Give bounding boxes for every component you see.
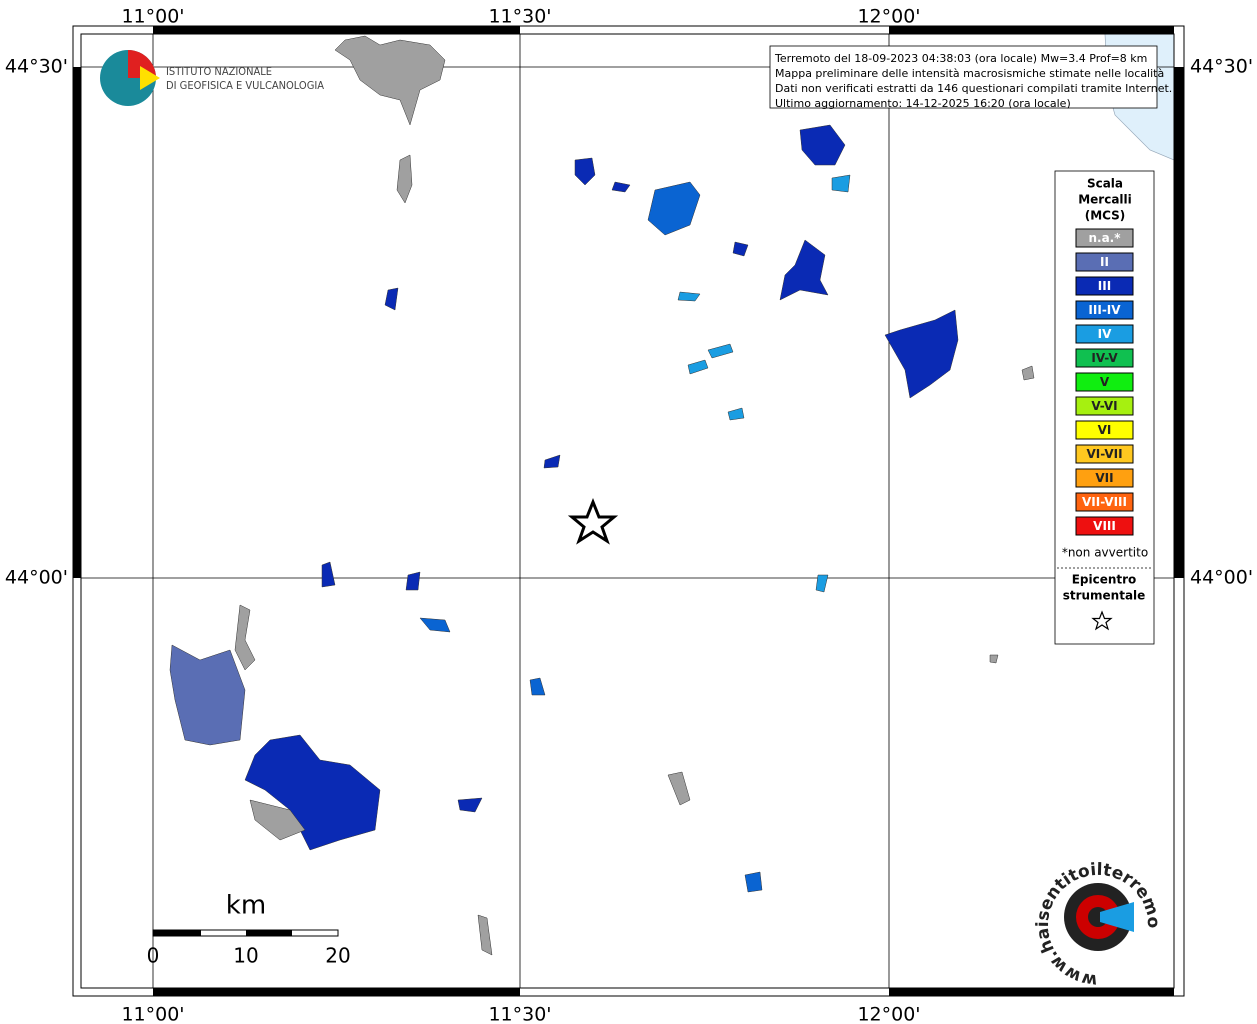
legend-label: IV-V	[1091, 351, 1118, 365]
frame-bar	[153, 26, 520, 34]
legend-swatch	[1075, 372, 1134, 392]
legend-swatch	[1075, 300, 1134, 320]
info-line: Terremoto del 18-09-2023 04:38:03 (ora l…	[774, 52, 1147, 65]
logo-globe	[128, 50, 156, 78]
legend: ScalaMercalli(MCS)n.a.*IIIIIIII-IVIVIV-V…	[1057, 177, 1152, 631]
info-line: Ultimo aggiornamento: 14-12-2025 16:20 (…	[775, 97, 1071, 110]
legend-label: V-VI	[1091, 399, 1117, 413]
lon-label: 12°00'	[857, 6, 920, 28]
legend-swatch	[1075, 492, 1134, 512]
graticule	[81, 34, 1174, 988]
legend-swatch	[1075, 252, 1134, 272]
legend-label: VIII	[1093, 519, 1116, 533]
legend-label: IV	[1098, 327, 1112, 341]
legend-label: III	[1098, 279, 1111, 293]
scale-bar: km 0 10 20	[147, 891, 351, 968]
legend-swatch	[1075, 228, 1134, 248]
legend-epicenter: Epicentro	[1072, 573, 1137, 587]
legend-label: V	[1100, 375, 1110, 389]
lon-label: 12°00'	[857, 1004, 920, 1024]
frame-bar	[889, 26, 1174, 34]
legend-star	[1091, 610, 1113, 631]
legend-swatch	[1075, 444, 1134, 464]
frame-bar	[1174, 67, 1184, 578]
frame	[72, 25, 1185, 997]
hst-logo-text: www.haisentitoilterremoto.it	[0, 0, 1163, 990]
scale-bar-segment	[246, 930, 292, 936]
frame-bar	[889, 988, 1174, 996]
frame-bar	[73, 67, 81, 578]
legend-title: Scala	[1087, 177, 1123, 191]
legend-label: VI	[1098, 423, 1112, 437]
legend-swatch	[1075, 324, 1134, 344]
lon-label: 11°30'	[488, 6, 551, 28]
coordinate-labels: 11°00' 11°00' 11°30' 11°30' 12°00' 12°00' 44°3…	[5, 6, 1253, 1024]
info-line: Mappa preliminare delle intensità macros…	[775, 67, 1164, 80]
epicenter	[567, 497, 619, 545]
legend-label: VII-VIII	[1082, 495, 1127, 509]
ingv-logo: ISTITUTO NAZIONALE DI GEOFISICA E VULCAN…	[100, 50, 324, 106]
legend-label: III-IV	[1088, 303, 1121, 317]
lon-label: 11°00'	[121, 6, 184, 28]
info-line: Dati non verificati estratti da 146 ques…	[775, 82, 1172, 95]
legend-title: Mercalli	[1078, 193, 1132, 207]
lat-label: 44°30'	[1190, 56, 1253, 78]
towns	[169, 35, 1035, 956]
legend-label: n.a.*	[1088, 231, 1121, 245]
scale-unit: km	[226, 891, 266, 921]
lat-label: 44°00'	[5, 567, 68, 589]
legend-label: VI-VII	[1086, 447, 1122, 461]
inner-frame	[80, 33, 1175, 989]
legend-label: II	[1100, 255, 1109, 269]
hst-logo-text: www.haisentitoilterremoto.it	[0, 0, 1163, 990]
logo-globe	[140, 66, 160, 90]
lat-label: 44°00'	[1190, 567, 1253, 589]
legend-swatch	[1075, 420, 1134, 440]
lon-label: 11°00'	[121, 1004, 184, 1024]
legend-label: VII	[1095, 471, 1113, 485]
scale-label: 20	[325, 944, 350, 968]
legend-swatch	[1075, 276, 1134, 296]
frame-bar	[153, 988, 520, 996]
lat-label: 44°30'	[5, 56, 68, 78]
scale-label: 0	[147, 944, 160, 968]
hst-logo: www.haisentitoilterremoto.it	[0, 0, 1163, 990]
logo-text: ISTITUTO NAZIONALE	[166, 65, 272, 78]
legend-title: (MCS)	[1085, 209, 1126, 223]
legend-note: *non avvertito	[1062, 546, 1148, 560]
lon-label: 11°30'	[488, 1004, 551, 1024]
hst-logo-speaker	[1100, 902, 1134, 932]
legend-swatch	[1075, 396, 1134, 416]
info-box	[769, 45, 1158, 109]
logo-text: DI GEOFISICA E VULCANOLOGIA	[166, 79, 324, 92]
legend-epicenter: strumentale	[1063, 589, 1146, 603]
scale-label: 10	[233, 944, 258, 968]
legend-swatch	[1075, 468, 1134, 488]
legend-swatch	[1075, 348, 1134, 368]
info-text: Terremoto del 18-09-2023 04:38:03 (ora l…	[774, 52, 1172, 110]
scale-bar-segment	[153, 930, 201, 936]
legend-swatch	[1075, 516, 1134, 536]
